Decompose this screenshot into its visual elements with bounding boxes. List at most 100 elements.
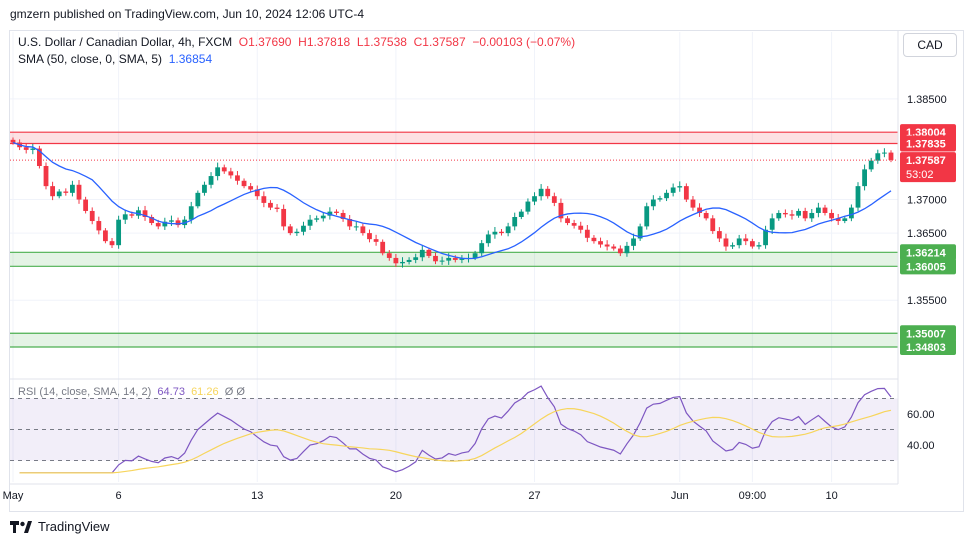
candle-body: [195, 192, 201, 207]
candle-body: [10, 139, 16, 143]
candle-body: [208, 176, 214, 185]
rsi-label: RSI (14, close, SMA, 14, 2): [18, 386, 152, 398]
candle-body: [129, 214, 135, 216]
candle-body: [406, 259, 412, 262]
candle-body: [439, 260, 445, 262]
resistance-zone: [10, 132, 898, 144]
low-value: L1.37538: [356, 35, 407, 49]
candle-body: [802, 210, 808, 219]
candle-body: [631, 238, 636, 246]
candle-body: [400, 261, 405, 264]
last-price-tag: [900, 152, 956, 183]
candle-body: [56, 191, 62, 197]
support-price-label: 1.36005: [906, 261, 946, 273]
candle-body: [37, 148, 42, 167]
candle-body: [512, 217, 518, 227]
candle-body: [624, 245, 630, 254]
candle-body: [749, 241, 755, 247]
sma-legend: SMA (50, close, 0, SMA, 5) 1.36854: [18, 52, 212, 66]
candle-body: [505, 226, 511, 234]
candle-body: [703, 212, 709, 219]
candle-body: [162, 221, 168, 227]
candle-body: [380, 241, 386, 254]
candle-body: [261, 196, 267, 203]
candle-body: [116, 219, 122, 246]
candle-body: [584, 229, 590, 238]
support-price-label: 1.34803: [906, 342, 946, 354]
candle-body: [545, 188, 551, 197]
candle-body: [657, 198, 663, 200]
candle-body: [268, 202, 273, 208]
candle-body: [96, 221, 102, 231]
candle-body: [149, 217, 155, 224]
candle-body: [89, 210, 95, 222]
sma-value: 1.36854: [168, 52, 213, 66]
candle-body: [670, 187, 676, 193]
symbol-legend: U.S. Dollar / Canadian Dollar, 4h, FXCM …: [18, 35, 575, 49]
resistance-price-tag: [900, 135, 956, 152]
candle-body: [756, 245, 762, 247]
countdown-label: 53:02: [906, 169, 934, 181]
rsi-ma-value: 61.26: [191, 386, 219, 398]
candle-body: [43, 166, 49, 187]
candle-body: [307, 219, 313, 226]
support-price-label: 1.35007: [906, 328, 946, 340]
candle-body: [433, 255, 438, 262]
rsi-tick-label: 60.00: [907, 409, 935, 421]
rsi-tick-label: 40.00: [907, 440, 935, 452]
footer-brand[interactable]: TradingView: [10, 519, 110, 534]
candle-body: [736, 238, 742, 246]
candle-body: [571, 223, 577, 226]
candle-body: [70, 184, 75, 193]
candle-body: [30, 148, 36, 150]
time-tick-label: 09:00: [739, 490, 767, 502]
candle-body: [175, 220, 181, 226]
candle-body: [862, 169, 867, 187]
sma-label: SMA (50, close, 0, SMA, 5): [18, 52, 163, 66]
candle-body: [763, 229, 768, 246]
candle-body: [241, 180, 247, 187]
candle-body: [532, 196, 537, 202]
rsi-value: 64.73: [157, 386, 185, 398]
candle-body: [472, 253, 478, 258]
candle-body: [367, 233, 372, 240]
candle-body: [360, 226, 366, 234]
support-zone: [10, 333, 898, 347]
time-tick-label: 6: [116, 490, 122, 502]
currency-button[interactable]: CAD: [903, 33, 957, 57]
candle-body: [809, 212, 815, 219]
candle-body: [373, 239, 379, 242]
candle-body: [188, 206, 194, 220]
candle-body: [294, 231, 300, 234]
candle-body: [347, 219, 353, 227]
candle-body: [611, 246, 617, 249]
candle-body: [202, 184, 207, 193]
candle-body: [479, 243, 485, 254]
candle-body: [644, 206, 650, 227]
candle-body: [459, 258, 465, 260]
candle-body: [492, 231, 498, 235]
candle-body: [327, 211, 333, 216]
candle-body: [683, 186, 689, 200]
candle-body: [637, 226, 643, 239]
candle-body: [386, 253, 392, 258]
candle-body: [822, 207, 828, 213]
candle-body: [710, 218, 716, 232]
candle-body: [23, 147, 29, 150]
candle-body: [136, 210, 141, 216]
last-price-label: 1.37587: [906, 155, 946, 167]
candle-body: [743, 238, 749, 242]
time-tick-label: May: [3, 490, 24, 502]
candle-body: [248, 186, 254, 190]
candle-body: [314, 218, 320, 220]
candle-body: [723, 238, 729, 247]
rsi-extra: Ø Ø: [224, 386, 245, 398]
candle-body: [796, 210, 801, 216]
support-price-tag: [900, 244, 956, 261]
candle-body: [142, 210, 148, 217]
price-tick-label: 1.37000: [907, 195, 947, 207]
candle-body: [664, 192, 669, 199]
candle-body: [525, 201, 531, 212]
candle-body: [769, 218, 775, 230]
